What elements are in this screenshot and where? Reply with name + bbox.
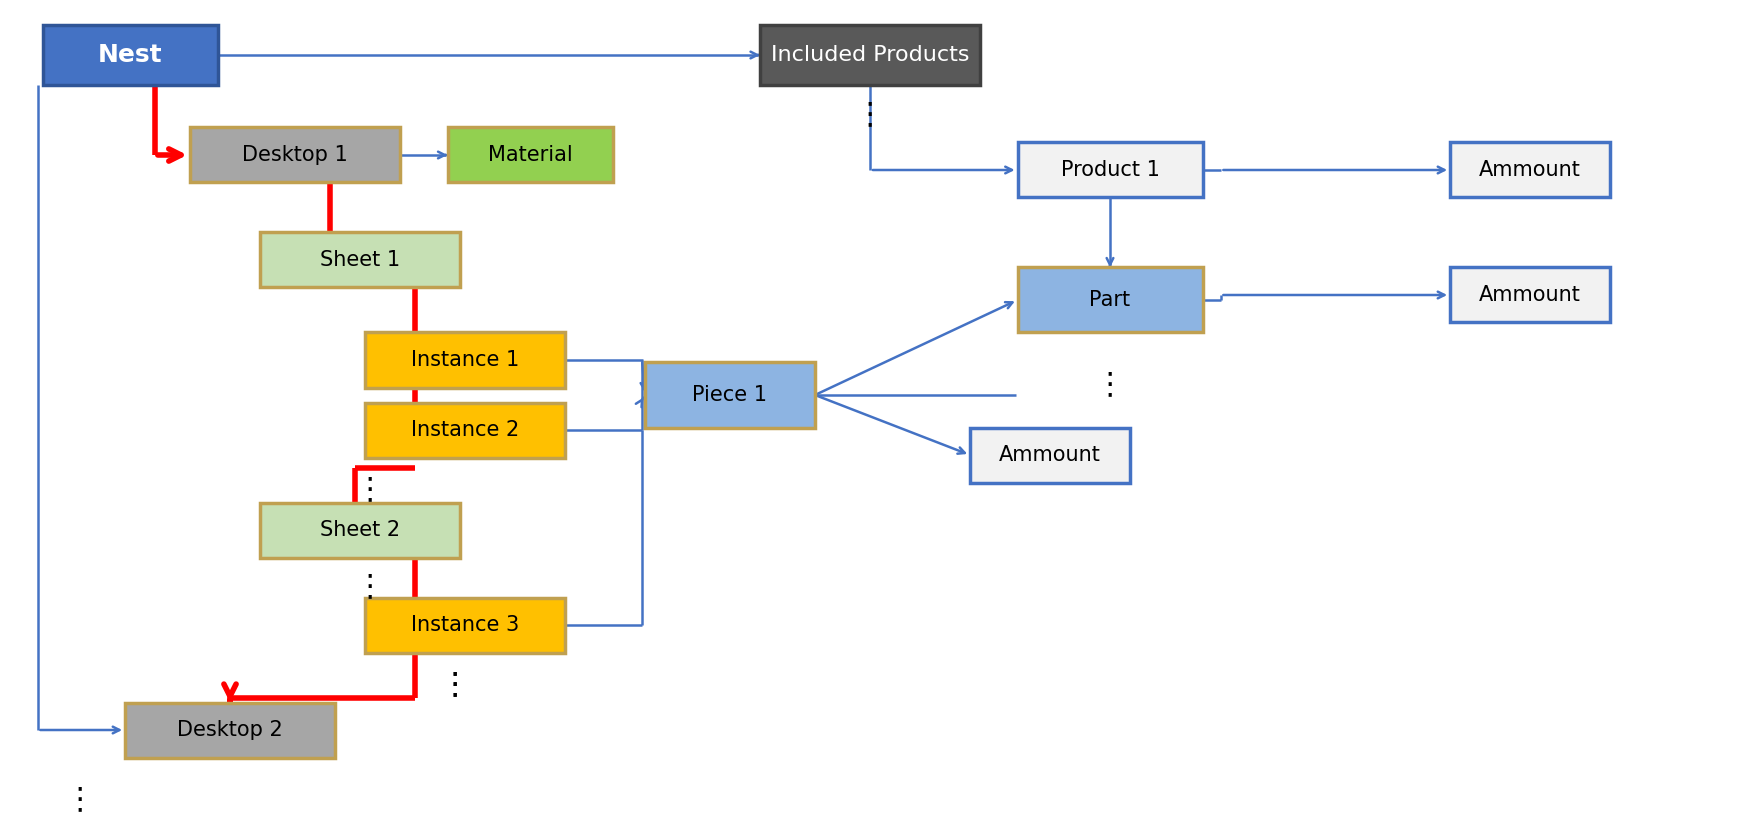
FancyBboxPatch shape [190, 127, 401, 183]
Text: ⋮: ⋮ [65, 785, 95, 815]
Text: Instance 3: Instance 3 [411, 615, 518, 635]
FancyBboxPatch shape [1017, 142, 1202, 198]
Text: ⋮: ⋮ [1095, 370, 1124, 400]
FancyBboxPatch shape [761, 25, 980, 85]
FancyBboxPatch shape [365, 402, 566, 458]
Text: ⋮: ⋮ [439, 670, 471, 700]
Text: ⋮: ⋮ [355, 572, 385, 602]
FancyBboxPatch shape [645, 363, 815, 427]
Text: Sheet 1: Sheet 1 [320, 250, 401, 270]
FancyBboxPatch shape [1017, 267, 1202, 333]
FancyBboxPatch shape [125, 702, 336, 758]
FancyBboxPatch shape [260, 232, 460, 287]
Text: Nest: Nest [98, 43, 162, 67]
Text: Sheet 2: Sheet 2 [320, 520, 401, 540]
Text: Ammount: Ammount [1000, 445, 1102, 465]
FancyBboxPatch shape [365, 333, 566, 387]
FancyBboxPatch shape [448, 127, 613, 183]
FancyBboxPatch shape [970, 427, 1130, 483]
Text: Included Products: Included Products [771, 45, 970, 65]
Text: Instance 1: Instance 1 [411, 350, 518, 370]
Text: Piece 1: Piece 1 [692, 385, 768, 405]
Text: ⋮: ⋮ [854, 101, 886, 130]
Text: Product 1: Product 1 [1061, 160, 1160, 180]
Text: Material: Material [488, 145, 573, 165]
FancyBboxPatch shape [1450, 267, 1609, 323]
Text: ⋮: ⋮ [439, 670, 471, 700]
Text: ⋮: ⋮ [355, 475, 385, 504]
Text: Instance 2: Instance 2 [411, 420, 518, 440]
Text: Ammount: Ammount [1479, 160, 1581, 180]
Text: Desktop 2: Desktop 2 [177, 720, 283, 740]
Text: Part: Part [1089, 290, 1130, 310]
FancyBboxPatch shape [1450, 142, 1609, 198]
Text: Ammount: Ammount [1479, 285, 1581, 305]
FancyBboxPatch shape [365, 597, 566, 653]
FancyBboxPatch shape [42, 25, 218, 85]
FancyBboxPatch shape [260, 503, 460, 557]
Text: Desktop 1: Desktop 1 [242, 145, 348, 165]
